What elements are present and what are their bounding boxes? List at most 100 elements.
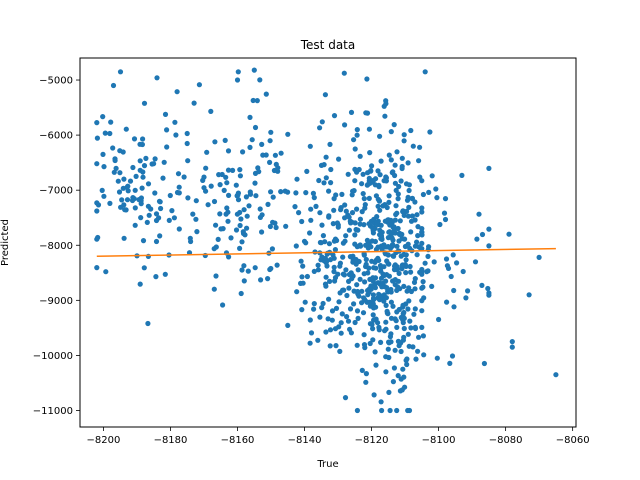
data-point — [378, 339, 384, 345]
data-point — [213, 273, 219, 279]
data-point — [361, 252, 367, 258]
data-point — [273, 161, 279, 167]
data-point — [319, 305, 325, 311]
data-point — [406, 298, 412, 304]
data-point — [302, 299, 308, 305]
data-point — [370, 278, 376, 284]
data-point — [110, 145, 116, 151]
data-point — [476, 211, 482, 217]
data-point — [410, 143, 416, 149]
data-point — [265, 276, 271, 282]
data-point — [123, 126, 129, 132]
data-point — [416, 158, 422, 164]
data-point — [225, 148, 232, 154]
data-point — [396, 183, 402, 190]
data-point — [426, 244, 432, 250]
data-point — [442, 216, 449, 223]
data-point — [323, 329, 329, 335]
data-point — [352, 178, 358, 184]
data-point — [389, 242, 396, 248]
data-point — [408, 269, 414, 275]
data-point — [187, 235, 193, 241]
data-point — [293, 243, 299, 249]
data-point — [367, 321, 373, 327]
data-point — [130, 164, 136, 171]
data-point — [162, 271, 168, 277]
x-tick-label: −8120 — [355, 435, 389, 446]
data-point — [263, 91, 269, 97]
data-point — [427, 129, 433, 135]
data-point — [208, 183, 214, 189]
data-point — [412, 286, 418, 292]
data-point — [399, 263, 405, 269]
data-point — [420, 284, 426, 290]
data-point — [308, 330, 315, 336]
data-point — [389, 235, 395, 241]
data-point — [152, 190, 158, 196]
data-point — [327, 327, 334, 333]
data-point — [401, 325, 407, 332]
data-point — [366, 175, 372, 181]
data-point — [421, 352, 427, 358]
data-point — [230, 167, 236, 173]
data-point — [269, 246, 275, 252]
data-point — [370, 230, 376, 236]
data-point — [479, 282, 485, 288]
plot-frame — [79, 57, 577, 428]
data-point — [408, 229, 414, 235]
data-point — [184, 140, 190, 147]
data-point — [419, 205, 425, 211]
data-point — [154, 75, 160, 81]
data-point — [304, 168, 310, 174]
data-point — [406, 182, 412, 188]
data-point — [373, 304, 379, 310]
data-point — [451, 304, 457, 310]
data-point — [117, 69, 124, 75]
data-point — [363, 379, 369, 385]
data-point — [400, 366, 406, 372]
data-point — [459, 172, 465, 178]
x-tick-label: −8140 — [288, 435, 322, 446]
data-point — [107, 200, 113, 206]
data-point — [233, 227, 240, 233]
data-point — [405, 160, 411, 166]
data-point — [509, 344, 515, 350]
data-point — [397, 286, 403, 292]
data-point — [173, 132, 179, 138]
data-point — [244, 225, 250, 231]
data-point — [376, 198, 383, 204]
data-point — [386, 261, 392, 267]
data-point — [363, 371, 369, 377]
data-point — [386, 193, 392, 199]
data-point — [299, 274, 305, 280]
data-point — [384, 308, 390, 314]
data-point — [160, 175, 166, 181]
data-point — [401, 212, 407, 218]
data-point — [344, 292, 350, 299]
data-point — [359, 181, 365, 187]
data-point — [94, 120, 100, 126]
data-point — [307, 340, 313, 346]
data-point — [138, 198, 144, 204]
data-point — [485, 285, 491, 292]
data-point — [388, 217, 394, 223]
data-point — [402, 236, 408, 242]
data-point — [245, 268, 251, 274]
data-point — [308, 217, 314, 223]
data-point — [143, 155, 149, 161]
data-point — [441, 210, 448, 216]
data-point — [361, 222, 367, 228]
data-point — [193, 198, 199, 204]
data-point — [412, 276, 418, 282]
data-point — [408, 325, 414, 331]
data-point — [406, 285, 412, 291]
data-point — [321, 180, 327, 186]
data-point — [419, 324, 425, 330]
data-point — [240, 229, 246, 235]
data-point — [408, 288, 414, 295]
data-point — [374, 219, 380, 226]
data-point — [234, 211, 240, 217]
data-point — [444, 299, 450, 305]
data-point — [369, 258, 375, 264]
data-point — [333, 305, 340, 311]
